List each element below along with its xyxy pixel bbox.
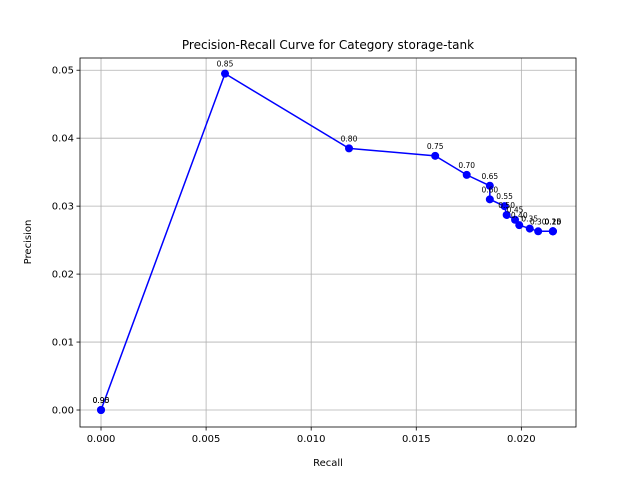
- threshold-label: 0.35: [521, 215, 538, 224]
- data-point-marker: [534, 227, 543, 236]
- y-tick-label: 0.02: [52, 270, 74, 281]
- x-tick-label: 0.020: [507, 434, 536, 445]
- grid-lines: [80, 58, 576, 427]
- threshold-label: 0.30: [530, 217, 547, 226]
- y-tick-label: 0.00: [52, 406, 74, 417]
- y-axis-title: Precision: [23, 220, 34, 265]
- data-point-marker: [548, 227, 557, 236]
- x-tick-label: 0.005: [192, 434, 221, 445]
- plot-frame: [79, 57, 577, 428]
- y-tick-label: 0.05: [52, 66, 74, 77]
- threshold-label: 0.95: [93, 396, 110, 405]
- y-tick-label: 0.03: [52, 202, 74, 213]
- x-axis-ticks: 0.000 0.005 0.010 0.015 0.020: [87, 427, 536, 445]
- data-markers: [97, 69, 557, 415]
- threshold-label: 0.40: [511, 211, 528, 220]
- data-point-marker: [502, 210, 511, 219]
- data-point-marker: [462, 170, 471, 179]
- x-tick-label: 0.000: [87, 434, 116, 445]
- plot-area: [80, 58, 576, 427]
- point-labels: 0.950.90 0.85 0.80 0.75 0.70 0.65 0.600.550.50…: [93, 60, 562, 405]
- threshold-label: 0.50: [498, 201, 515, 210]
- threshold-label: 0.75: [427, 142, 444, 151]
- data-point-marker: [511, 215, 520, 224]
- data-point-marker: [485, 195, 494, 204]
- y-tick-label: 0.01: [52, 338, 74, 349]
- threshold-label: 0.15: [545, 217, 562, 226]
- chart-title: Precision-Recall Curve for Category stor…: [182, 38, 474, 52]
- threshold-label: 0.10: [545, 217, 562, 226]
- threshold-label: 0.65: [481, 172, 498, 181]
- x-axis-title: Recall: [313, 458, 343, 469]
- data-point-marker: [431, 151, 440, 160]
- data-point-marker: [485, 181, 494, 190]
- threshold-label: 0.70: [458, 161, 475, 170]
- threshold-label: 0.85: [217, 60, 234, 69]
- data-point-marker: [500, 202, 509, 211]
- data-point-marker: [97, 406, 106, 415]
- x-tick-label: 0.015: [402, 434, 431, 445]
- data-point-marker: [525, 224, 534, 233]
- threshold-label: 0.45: [507, 206, 524, 215]
- y-tick-label: 0.04: [52, 134, 74, 145]
- y-axis-ticks: 0.00 0.01 0.02 0.03 0.04 0.05: [52, 66, 80, 417]
- threshold-label: 0.60: [481, 185, 498, 194]
- threshold-label: 0.20: [545, 217, 562, 226]
- x-tick-label: 0.010: [297, 434, 326, 445]
- threshold-label: 0.80: [341, 134, 358, 143]
- threshold-label: 0.25: [545, 217, 562, 226]
- threshold-label: 0.55: [496, 192, 513, 201]
- data-point-marker: [345, 144, 354, 153]
- threshold-label: 0.90: [93, 396, 110, 405]
- data-point-marker: [221, 69, 230, 78]
- data-point-marker: [515, 221, 524, 230]
